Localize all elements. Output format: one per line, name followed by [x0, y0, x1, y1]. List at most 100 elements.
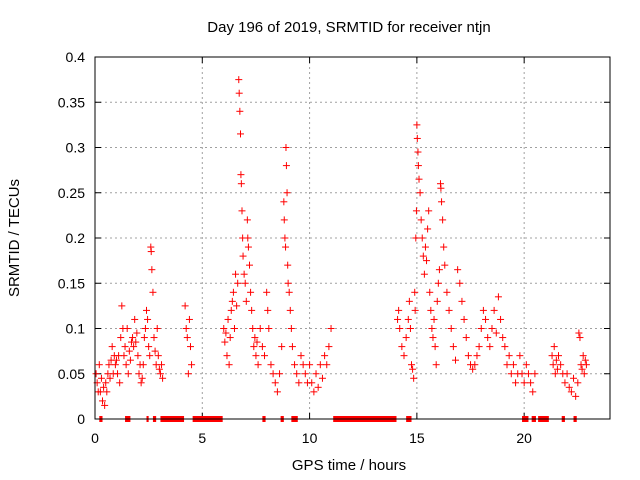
- data-point: [325, 343, 333, 351]
- data-point: [433, 297, 441, 305]
- data-point: [278, 343, 286, 351]
- data-point: [431, 343, 439, 351]
- data-point: [297, 352, 305, 360]
- data-point: [112, 356, 120, 364]
- data-point: [247, 288, 255, 296]
- data-point: [395, 306, 403, 314]
- data-point: [580, 370, 588, 378]
- data-point: [226, 334, 234, 342]
- y-tick-label: 0.35: [58, 94, 85, 110]
- data-point: [503, 361, 511, 369]
- data-point: [550, 343, 558, 351]
- data-point: [412, 234, 420, 242]
- data-point: [267, 361, 275, 369]
- data-point: [95, 361, 103, 369]
- data-point: [269, 370, 277, 378]
- data-point: [284, 279, 292, 287]
- data-point: [414, 148, 422, 156]
- data-point: [291, 361, 299, 369]
- data-point: [230, 325, 238, 332]
- data-point: [578, 365, 586, 373]
- x-tick-label: 20: [516, 430, 532, 446]
- data-point: [406, 325, 414, 332]
- data-point: [299, 361, 307, 369]
- data-point: [469, 365, 477, 373]
- data-point: [582, 361, 590, 369]
- data-point: [404, 315, 412, 323]
- data-point: [246, 261, 253, 269]
- data-point: [301, 370, 309, 378]
- data-point: [282, 162, 290, 170]
- data-point: [227, 306, 235, 314]
- data-point: [235, 76, 243, 84]
- data-point: [400, 352, 408, 360]
- data-point: [531, 370, 539, 378]
- data-point: [522, 361, 530, 369]
- data-point: [501, 343, 509, 351]
- data-point: [437, 184, 445, 192]
- x-tick-label: 10: [302, 430, 318, 446]
- data-point: [549, 361, 557, 369]
- data-point: [563, 370, 571, 378]
- data-point: [434, 279, 442, 287]
- y-tick-label: 0.1: [66, 321, 86, 337]
- y-tick-label: 0.4: [66, 49, 86, 65]
- data-point: [419, 252, 427, 260]
- data-point: [428, 325, 436, 332]
- data-point: [236, 107, 244, 115]
- y-tick-label: 0.25: [58, 185, 85, 201]
- data-point: [249, 325, 257, 332]
- data-point: [140, 334, 148, 342]
- data-point: [248, 306, 256, 314]
- data-point: [318, 374, 326, 382]
- data-point: [265, 325, 273, 332]
- chart-title: Day 196 of 2019, SRMTID for receiver ntj…: [207, 19, 490, 36]
- data-point: [581, 356, 589, 364]
- data-point: [327, 325, 335, 332]
- data-point: [229, 288, 237, 296]
- data-point: [316, 361, 324, 369]
- data-point: [276, 370, 284, 378]
- data-point: [150, 334, 158, 342]
- data-point: [416, 189, 424, 197]
- data-point: [92, 370, 100, 378]
- data-point: [238, 207, 246, 215]
- data-point: [120, 352, 128, 360]
- data-point: [106, 374, 114, 382]
- data-point: [153, 325, 161, 332]
- data-point: [445, 306, 453, 314]
- x-axis-ticks: 0 5 10 15 20: [91, 57, 532, 446]
- data-point: [308, 379, 316, 387]
- data-point: [182, 325, 190, 332]
- data-point: [516, 352, 524, 360]
- data-point: [490, 306, 498, 314]
- y-tick-label: 0: [77, 411, 85, 427]
- data-point: [117, 334, 125, 342]
- data-point: [447, 325, 455, 332]
- data-point: [321, 352, 329, 360]
- data-point: [421, 243, 429, 251]
- data-point: [129, 334, 137, 342]
- data-point: [220, 325, 228, 332]
- data-point: [551, 370, 559, 378]
- data-point: [306, 361, 314, 369]
- data-point: [233, 302, 241, 310]
- y-tick-label: 0.15: [58, 275, 85, 291]
- data-point: [518, 370, 526, 378]
- data-point: [284, 261, 292, 269]
- data-point: [156, 370, 164, 378]
- data-point: [409, 365, 417, 373]
- data-point: [479, 306, 487, 314]
- data-point: [185, 315, 193, 323]
- data-point: [572, 392, 580, 400]
- data-point: [295, 379, 303, 387]
- data-point: [244, 234, 252, 242]
- data-point: [486, 343, 494, 351]
- data-point: [507, 370, 515, 378]
- data-point: [312, 370, 320, 378]
- data-point: [232, 270, 240, 278]
- data-point: [99, 397, 107, 405]
- data-point: [505, 352, 513, 360]
- data-point: [137, 379, 145, 387]
- data-point: [141, 325, 149, 332]
